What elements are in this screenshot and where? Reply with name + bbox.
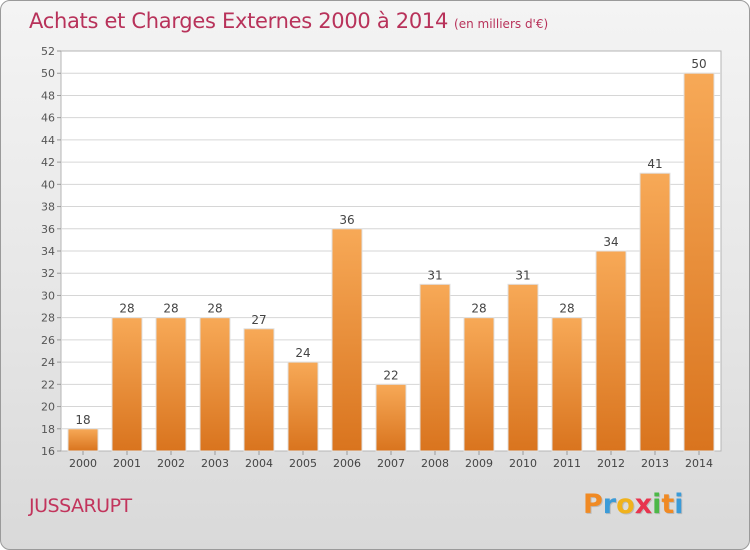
x-tick-label: 2006 <box>333 457 361 470</box>
bar-2005[interactable] <box>287 361 319 452</box>
logo-letter: i <box>674 489 684 520</box>
bar-2013[interactable] <box>639 172 671 452</box>
bar-2010[interactable] <box>507 283 539 452</box>
x-tick-label: 2010 <box>509 457 537 470</box>
x-tick-label: 2000 <box>69 457 97 470</box>
bar-2006[interactable] <box>331 228 363 452</box>
data-label: 31 <box>427 268 442 282</box>
data-label: 22 <box>383 368 398 382</box>
y-tick-label: 28 <box>41 312 55 325</box>
bar-2002[interactable] <box>155 317 187 452</box>
x-tick-label: 2002 <box>157 457 185 470</box>
logo-letter: t <box>661 489 675 520</box>
bar-2014[interactable] <box>683 72 715 452</box>
y-axis: 16 18 20 22 24 26 28 30 32 34 36 38 40 42 44 46 48 50 52 <box>41 45 61 458</box>
bars: 18 28 28 28 27 24 36 22 31 28 31 28 34 41 50 <box>67 57 715 452</box>
x-tick-label: 2001 <box>113 457 141 470</box>
chart-subtitle: (en milliers d'€) <box>454 17 549 31</box>
bar-2003[interactable] <box>199 317 231 452</box>
data-label: 28 <box>119 302 134 316</box>
logo-letter: P <box>583 489 603 520</box>
y-tick-label: 20 <box>41 401 55 414</box>
bar-2007[interactable] <box>375 383 407 452</box>
town-name: JUSSARUPT <box>29 495 132 517</box>
data-label: 28 <box>559 302 574 316</box>
y-tick-label: 46 <box>41 112 55 125</box>
x-tick-label: 2012 <box>597 457 625 470</box>
x-tick-label: 2009 <box>465 457 493 470</box>
chart-title-text: Achats et Charges Externes 2000 à 2014 <box>29 9 449 33</box>
y-tick-label: 52 <box>41 45 55 58</box>
bar-2000[interactable] <box>67 428 99 452</box>
y-tick-label: 40 <box>41 178 55 191</box>
x-tick-label: 2011 <box>553 457 581 470</box>
data-label: 28 <box>207 302 222 316</box>
bar-2008[interactable] <box>419 283 451 452</box>
logo-letter: x <box>634 489 653 520</box>
x-tick-label: 2005 <box>289 457 317 470</box>
data-label: 34 <box>603 235 618 249</box>
y-tick-label: 38 <box>41 201 55 214</box>
logo-letter: o <box>616 489 635 520</box>
bar-2004[interactable] <box>243 328 275 452</box>
proxiti-logo[interactable]: Proxiti <box>583 489 684 520</box>
data-label: 27 <box>251 313 266 327</box>
data-label: 18 <box>75 413 90 427</box>
x-axis: 2000 2001 2002 2003 2004 2005 2006 2007 2008 2009… <box>69 451 713 470</box>
data-label: 31 <box>515 268 530 282</box>
data-label: 36 <box>339 213 354 227</box>
y-tick-label: 26 <box>41 334 55 347</box>
bar-2012[interactable] <box>595 250 627 452</box>
x-tick-label: 2004 <box>245 457 273 470</box>
bar-2001[interactable] <box>111 317 143 452</box>
y-tick-label: 30 <box>41 289 55 302</box>
x-tick-label: 2003 <box>201 457 229 470</box>
y-tick-label: 42 <box>41 156 55 169</box>
bar-2011[interactable] <box>551 317 583 452</box>
data-label: 28 <box>471 302 486 316</box>
x-tick-label: 2013 <box>641 457 669 470</box>
y-tick-label: 24 <box>41 356 55 369</box>
y-tick-label: 22 <box>41 378 55 391</box>
chart-title: Achats et Charges Externes 2000 à 2014 (e… <box>29 9 548 33</box>
y-tick-label: 48 <box>41 89 55 102</box>
y-tick-label: 36 <box>41 223 55 236</box>
data-label: 41 <box>647 157 662 171</box>
logo-letter: i <box>652 489 662 520</box>
y-tick-label: 34 <box>41 245 55 258</box>
y-tick-label: 50 <box>41 67 55 80</box>
y-tick-label: 44 <box>41 134 55 147</box>
x-tick-label: 2007 <box>377 457 405 470</box>
y-tick-label: 32 <box>41 267 55 280</box>
data-label: 50 <box>691 57 706 71</box>
y-tick-label: 16 <box>41 445 55 458</box>
logo-letter: r <box>602 489 617 520</box>
x-tick-label: 2008 <box>421 457 449 470</box>
y-tick-label: 18 <box>41 423 55 436</box>
x-tick-label: 2014 <box>685 457 713 470</box>
data-label: 24 <box>295 346 310 360</box>
data-label: 28 <box>163 302 178 316</box>
bar-2009[interactable] <box>463 317 495 452</box>
